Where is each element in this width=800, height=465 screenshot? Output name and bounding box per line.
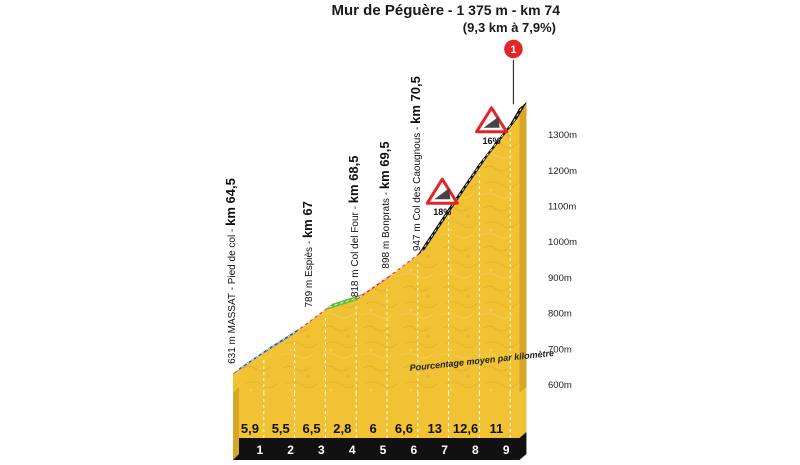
waypoint-name: 898 m Bonprats - [381,189,392,268]
gradient-band [233,387,527,438]
km-gradient-label: 5,9 [241,421,259,436]
km-tick-label: 1 [256,443,263,457]
road-centerline [390,251,422,276]
waypoint-name: 818 m Col del Four - [350,203,361,297]
road-segment [509,102,527,125]
km-tick-label: 7 [441,443,448,457]
waypoint-name: 947 m Col des Caougnous - [412,124,423,251]
waypoint-label: 631 m MASSAT - Pied de col - km 64,5 [223,178,238,364]
steep-warning-icon [475,106,509,134]
slope-glyph [483,116,500,128]
km-gradient-label: 6,5 [303,421,321,436]
y-tick-label: 600m [548,380,572,391]
km-tick-label: 3 [318,443,325,457]
y-tick-label: 1000m [548,237,577,248]
waypoint-km: km 69,5 [377,141,392,189]
waypoint-label: 789 m Espiès - km 67 [300,201,315,307]
y-tick-label: 1200m [548,166,577,177]
waypoint-label: 898 m Bonprats - km 69,5 [377,141,392,268]
waypoint-label: 947 m Col des Caougnous - km 70,5 [408,76,423,251]
climb-title: Mur de Péguère - 1 375 m - km 74 [230,2,560,20]
terrain-area [233,102,527,393]
waypoint-km: km 70,5 [408,76,423,124]
km-tick-label: 6 [410,443,417,457]
waypoint-name: 789 m Espiès - [304,238,315,307]
road-centerline [236,349,268,372]
road-centerline [267,329,299,351]
summit-marker-label: 1 [510,44,516,56]
waypoint-label: 818 m Col del Four - km 68,5 [346,156,361,298]
y-tick-label: 1300m [548,130,577,141]
road-centerline [359,275,391,298]
steep-warning-icon [425,177,459,205]
y-tick-label: 700m [548,344,572,355]
km-tick-label: 5 [380,443,387,457]
km-tick-label: 9 [503,443,510,457]
km-gradient-label: 2,8 [333,421,351,436]
road-centerline [297,306,330,331]
steep-grade-label: 16% [483,136,501,146]
km-gradient-label: 11 [489,421,503,436]
waypoint-km: km 67 [300,201,315,238]
km-base-bar [233,432,527,460]
y-tick-label: 800m [548,309,572,320]
road-centerline [482,121,515,161]
km-gradient-label: 6 [370,421,377,436]
km-gradient-label: 6,6 [395,421,413,436]
climb-name: Mur de Péguère [331,2,445,19]
waypoint-km: km 64,5 [223,178,238,226]
climb-summary: (9,3 km à 7,9%) [462,20,556,35]
steep-grade-label: 18% [433,207,451,217]
base-left-edge [233,387,239,460]
km-tick-label: 2 [287,443,294,457]
waypoint-km: km 68,5 [346,156,361,204]
y-tick-label: 1100m [548,202,576,213]
waypoint-name: 631 m MASSAT - Pied de col - [227,226,238,364]
terrain-side [519,102,527,393]
y-tick-label: 900m [548,273,572,284]
km-gradient-label: 13 [428,421,442,436]
road-centerline [328,296,360,308]
km-gradient-label: 5,5 [272,421,290,436]
km-gradient-label: 12,6 [453,421,478,436]
slope-glyph [434,188,451,200]
summit-info: - 1 375 m - km 74 [444,2,560,18]
km-tick-label: 4 [349,443,356,457]
summit-marker-icon [502,38,525,60]
km-tick-label: 8 [472,443,479,457]
